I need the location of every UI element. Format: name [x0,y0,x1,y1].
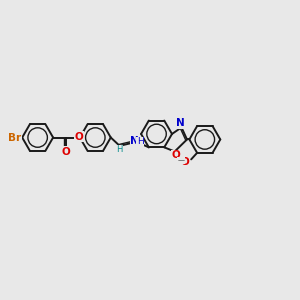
Text: H: H [137,137,144,146]
Text: O: O [181,157,189,167]
Text: Br: Br [8,133,21,142]
Text: N: N [176,118,185,128]
Text: N: N [130,136,139,146]
Text: H: H [116,146,122,154]
Text: —: — [177,158,184,164]
Text: O: O [172,150,180,161]
Text: O: O [74,132,83,142]
Text: O: O [61,147,70,157]
